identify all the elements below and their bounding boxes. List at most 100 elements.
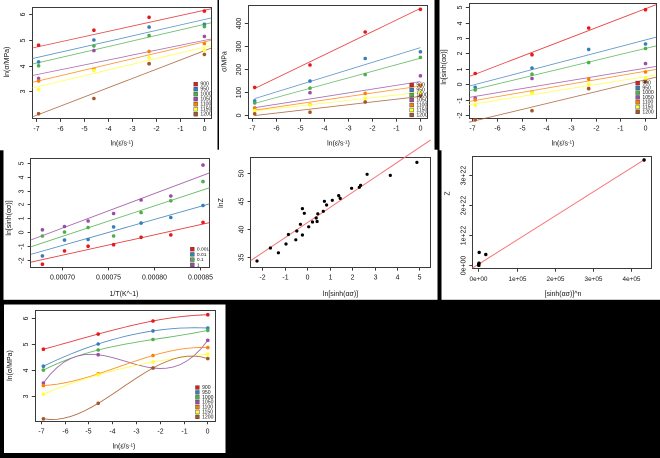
svg-text:-1: -1 <box>181 428 187 435</box>
svg-text:-7: -7 <box>38 428 44 435</box>
svg-text:-2: -2 <box>157 428 163 435</box>
svg-text:Z: Z <box>445 191 452 196</box>
svg-text:-7: -7 <box>249 126 255 133</box>
svg-text:-4: -4 <box>543 126 549 133</box>
svg-text:0.001: 0.001 <box>197 247 210 253</box>
svg-text:σ/MPa: σ/MPa <box>222 51 229 72</box>
svg-text:4e+05: 4e+05 <box>623 276 641 283</box>
svg-text:-2: -2 <box>457 112 464 118</box>
svg-text:35: 35 <box>239 254 246 262</box>
svg-text:3: 3 <box>19 189 26 193</box>
svg-text:0.00070: 0.00070 <box>50 274 75 281</box>
svg-text:3: 3 <box>20 89 27 93</box>
svg-text:-5: -5 <box>81 126 87 133</box>
svg-text:4: 4 <box>20 64 27 68</box>
svg-text:-3: -3 <box>129 126 135 133</box>
svg-text:-2: -2 <box>153 126 159 133</box>
svg-text:-3: -3 <box>568 126 574 133</box>
svg-text:0: 0 <box>644 126 648 133</box>
svg-text:-1: -1 <box>617 126 623 133</box>
svg-text:ln[sinh(ασ)]: ln[sinh(ασ)] <box>441 49 448 84</box>
svg-text:-2: -2 <box>593 126 599 133</box>
svg-text:-7: -7 <box>469 126 475 133</box>
svg-text:0.00085: 0.00085 <box>188 274 213 281</box>
svg-text:0.01: 0.01 <box>197 252 207 258</box>
svg-text:-3: -3 <box>345 126 351 133</box>
svg-text:ln[sinh(ασ)]: ln[sinh(ασ)] <box>6 200 13 235</box>
svg-text:-6: -6 <box>62 428 68 435</box>
svg-text:0.00080: 0.00080 <box>142 274 167 281</box>
svg-text:[sinh(ασ)]^n: [sinh(ασ)]^n <box>545 291 582 298</box>
svg-text:0: 0 <box>19 230 26 234</box>
svg-text:ln(σ/MPa): ln(σ/MPa) <box>7 350 14 381</box>
svg-text:-1: -1 <box>393 126 399 133</box>
svg-text:2e+22: 2e+22 <box>460 196 467 216</box>
svg-text:1: 1 <box>19 216 26 220</box>
svg-text:3e+22: 3e+22 <box>460 166 467 186</box>
svg-text:6: 6 <box>23 316 30 320</box>
svg-text:1200: 1200 <box>416 113 427 119</box>
svg-text:5: 5 <box>20 38 27 42</box>
svg-text:-1: -1 <box>457 97 464 103</box>
svg-text:-2: -2 <box>369 126 375 133</box>
svg-text:-1: -1 <box>177 126 183 133</box>
svg-text:50: 50 <box>239 170 246 178</box>
svg-text:-4: -4 <box>105 126 111 133</box>
svg-text:1: 1 <box>457 67 464 71</box>
svg-text:3: 3 <box>457 36 464 40</box>
svg-text:-5: -5 <box>85 428 91 435</box>
svg-text:4: 4 <box>457 21 464 25</box>
svg-text:3: 3 <box>23 394 30 398</box>
svg-text:ln(σ/MPa): ln(σ/MPa) <box>4 47 11 78</box>
svg-text:2: 2 <box>19 202 26 206</box>
svg-text:-2: -2 <box>259 275 265 282</box>
svg-text:-4: -4 <box>321 126 327 133</box>
svg-text:-5: -5 <box>519 126 525 133</box>
svg-text:0e+00: 0e+00 <box>460 256 467 276</box>
svg-text:2: 2 <box>351 275 355 282</box>
svg-text:-7: -7 <box>33 126 39 133</box>
svg-text:2e+05: 2e+05 <box>547 276 565 283</box>
svg-text:200: 200 <box>236 64 243 76</box>
svg-text:1: 1 <box>329 275 333 282</box>
svg-text:4: 4 <box>396 275 400 282</box>
svg-text:-6: -6 <box>494 126 500 133</box>
svg-text:4: 4 <box>19 175 26 179</box>
svg-text:4: 4 <box>23 368 30 372</box>
svg-text:1200: 1200 <box>200 112 211 118</box>
svg-text:0.00075: 0.00075 <box>96 274 121 281</box>
svg-text:lnZ: lnZ <box>218 197 225 207</box>
svg-text:1e+22: 1e+22 <box>460 226 467 246</box>
svg-text:100: 100 <box>236 87 243 99</box>
svg-text:1e+05: 1e+05 <box>509 276 527 283</box>
svg-text:0: 0 <box>419 126 423 133</box>
svg-text:-5: -5 <box>297 126 303 133</box>
svg-text:0e+00: 0e+00 <box>470 276 488 283</box>
svg-text:0.1: 0.1 <box>197 257 204 263</box>
svg-text:0: 0 <box>236 113 243 117</box>
svg-text:5: 5 <box>457 5 464 9</box>
svg-text:ln[sinh(ασ)]: ln[sinh(ασ)] <box>323 291 358 298</box>
svg-text:1/T(K^-1): 1/T(K^-1) <box>110 291 139 298</box>
svg-text:300: 300 <box>236 41 243 53</box>
svg-text:-3: -3 <box>133 428 139 435</box>
svg-text:3: 3 <box>374 275 378 282</box>
svg-text:1: 1 <box>197 262 200 268</box>
svg-text:-6: -6 <box>273 126 279 133</box>
svg-text:400: 400 <box>236 18 243 30</box>
svg-text:-6: -6 <box>57 126 63 133</box>
svg-text:6: 6 <box>20 12 27 16</box>
svg-text:2: 2 <box>457 51 464 55</box>
svg-text:45: 45 <box>239 198 246 206</box>
svg-text:0: 0 <box>206 428 210 435</box>
svg-text:0: 0 <box>203 126 207 133</box>
svg-text:-1: -1 <box>19 243 26 249</box>
svg-text:40: 40 <box>239 226 246 234</box>
svg-text:5: 5 <box>418 275 422 282</box>
svg-text:1200: 1200 <box>202 414 213 420</box>
svg-text:5: 5 <box>19 161 26 165</box>
svg-text:-4: -4 <box>109 428 115 435</box>
svg-text:1200: 1200 <box>642 109 653 115</box>
svg-text:3e+05: 3e+05 <box>585 276 603 283</box>
svg-text:5: 5 <box>23 342 30 346</box>
